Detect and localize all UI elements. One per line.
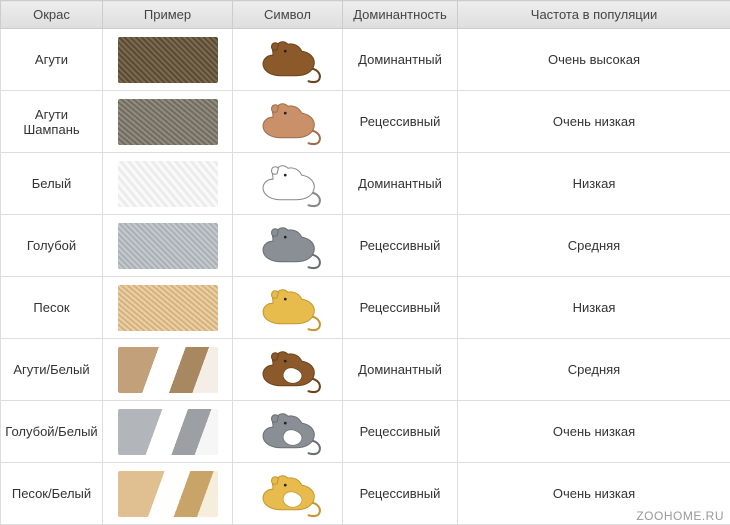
rodent-icon bbox=[253, 408, 323, 456]
symbol-cell bbox=[233, 401, 343, 463]
color-name: Песок bbox=[1, 277, 103, 339]
rodent-icon bbox=[253, 98, 323, 146]
dominance-value: Доминантный bbox=[343, 153, 458, 215]
dominance-value: Доминантный bbox=[343, 339, 458, 401]
fur-sample-cell bbox=[103, 463, 233, 525]
color-name: Агути Шампань bbox=[1, 91, 103, 153]
fur-sample-cell bbox=[103, 29, 233, 91]
color-name: Песок/Белый bbox=[1, 463, 103, 525]
dominance-value: Рецессивный bbox=[343, 463, 458, 525]
table-row: Песок РецессивныйНизкая bbox=[1, 277, 730, 339]
frequency-value: Очень низкая bbox=[458, 463, 730, 525]
col-header-frequency: Частота в популяции bbox=[458, 1, 730, 29]
fur-sample-cell bbox=[103, 215, 233, 277]
dominance-value: Доминантный bbox=[343, 29, 458, 91]
fur-sample-cell bbox=[103, 401, 233, 463]
rodent-icon bbox=[253, 160, 323, 208]
rodent-icon bbox=[253, 346, 323, 394]
fur-swatch bbox=[118, 99, 218, 145]
fur-swatch bbox=[118, 223, 218, 269]
frequency-value: Низкая bbox=[458, 153, 730, 215]
frequency-value: Низкая bbox=[458, 277, 730, 339]
symbol-cell bbox=[233, 215, 343, 277]
frequency-value: Средняя bbox=[458, 215, 730, 277]
fur-sample-cell bbox=[103, 339, 233, 401]
table-row: Агути ДоминантныйОчень высокая bbox=[1, 29, 730, 91]
color-name: Белый bbox=[1, 153, 103, 215]
symbol-cell bbox=[233, 153, 343, 215]
table-row: Агути/Белый ДоминантныйСредняя bbox=[1, 339, 730, 401]
frequency-value: Очень высокая bbox=[458, 29, 730, 91]
rodent-icon bbox=[253, 36, 323, 84]
fur-swatch bbox=[118, 347, 218, 393]
rodent-icon bbox=[253, 222, 323, 270]
fur-sample-cell bbox=[103, 91, 233, 153]
symbol-cell bbox=[233, 91, 343, 153]
color-genetics-table: Окрас Пример Символ Доминантность Частот… bbox=[0, 0, 730, 525]
fur-sample-cell bbox=[103, 153, 233, 215]
col-header-sample: Пример bbox=[103, 1, 233, 29]
color-name: Агути bbox=[1, 29, 103, 91]
frequency-value: Очень низкая bbox=[458, 91, 730, 153]
col-header-symbol: Символ bbox=[233, 1, 343, 29]
symbol-cell bbox=[233, 463, 343, 525]
table-header-row: Окрас Пример Символ Доминантность Частот… bbox=[1, 1, 730, 29]
dominance-value: Рецессивный bbox=[343, 401, 458, 463]
fur-sample-cell bbox=[103, 277, 233, 339]
rodent-icon bbox=[253, 470, 323, 518]
table-row: Голубой/Белый РецессивныйОчень низкая bbox=[1, 401, 730, 463]
color-name: Голубой bbox=[1, 215, 103, 277]
symbol-cell bbox=[233, 277, 343, 339]
fur-swatch bbox=[118, 37, 218, 83]
fur-swatch bbox=[118, 285, 218, 331]
dominance-value: Рецессивный bbox=[343, 91, 458, 153]
table-row: Голубой РецессивныйСредняя bbox=[1, 215, 730, 277]
symbol-cell bbox=[233, 339, 343, 401]
table-row: Песок/Белый РецессивныйОчень низкая bbox=[1, 463, 730, 525]
fur-swatch bbox=[118, 161, 218, 207]
frequency-value: Очень низкая bbox=[458, 401, 730, 463]
color-name: Голубой/Белый bbox=[1, 401, 103, 463]
col-header-dominance: Доминантность bbox=[343, 1, 458, 29]
dominance-value: Рецессивный bbox=[343, 215, 458, 277]
color-name: Агути/Белый bbox=[1, 339, 103, 401]
fur-swatch bbox=[118, 471, 218, 517]
table-row: Агути Шампань РецессивныйОчень низкая bbox=[1, 91, 730, 153]
col-header-name: Окрас bbox=[1, 1, 103, 29]
symbol-cell bbox=[233, 29, 343, 91]
rodent-icon bbox=[253, 284, 323, 332]
fur-swatch bbox=[118, 409, 218, 455]
frequency-value: Средняя bbox=[458, 339, 730, 401]
table-row: Белый ДоминантныйНизкая bbox=[1, 153, 730, 215]
dominance-value: Рецессивный bbox=[343, 277, 458, 339]
